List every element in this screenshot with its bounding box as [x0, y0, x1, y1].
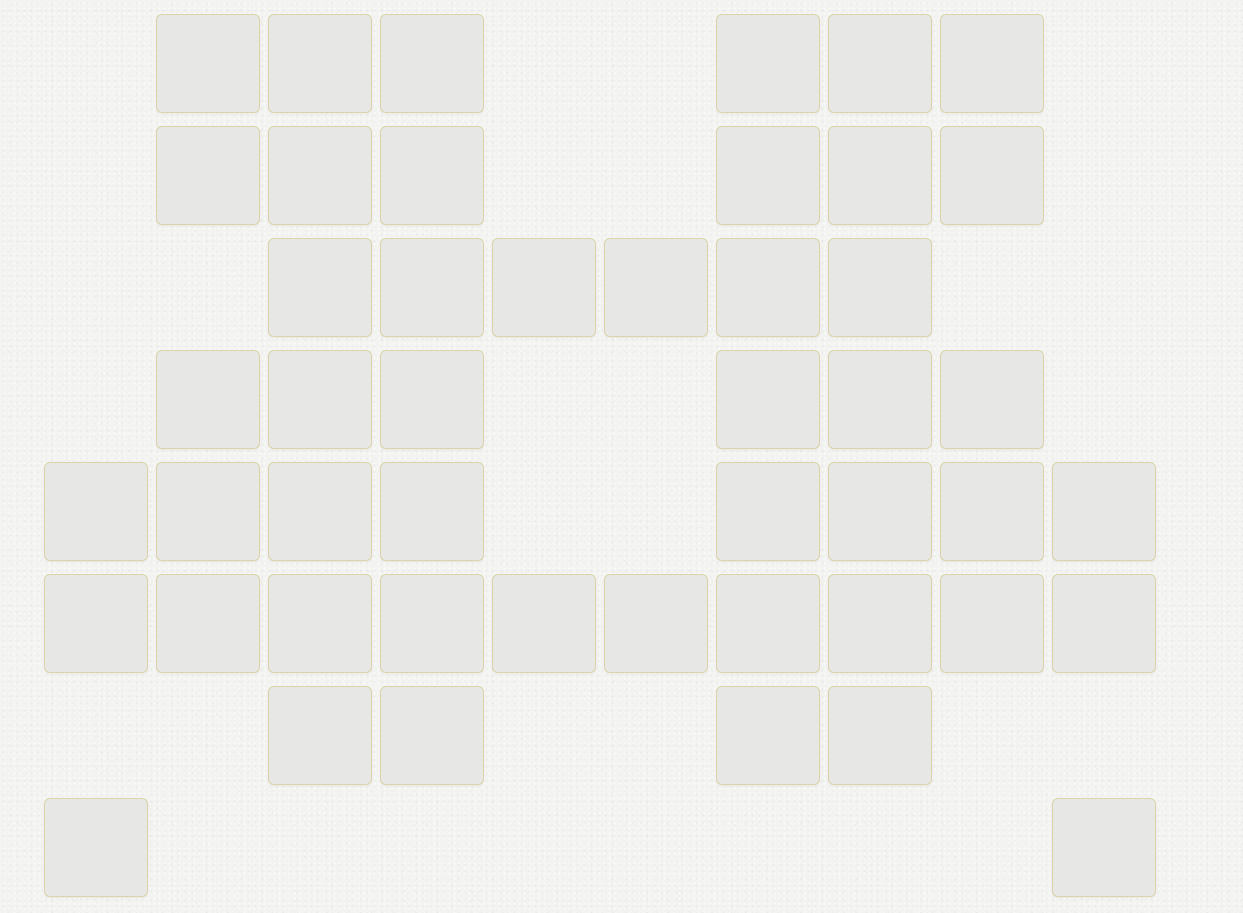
tile-r2-c9[interactable] [940, 126, 1044, 225]
tile-r5-c3[interactable] [268, 462, 372, 561]
tile-r6-c7[interactable] [716, 574, 820, 673]
tile-r7-c7[interactable] [716, 686, 820, 785]
tile-r5-c8[interactable] [828, 462, 932, 561]
tile-r3-c4[interactable] [380, 238, 484, 337]
tile-r6-c3[interactable] [268, 574, 372, 673]
tile-r2-c2[interactable] [156, 126, 260, 225]
tile-r2-c4[interactable] [380, 126, 484, 225]
tile-r1-c9[interactable] [940, 14, 1044, 113]
tile-r3-c8[interactable] [828, 238, 932, 337]
tile-r6-c8[interactable] [828, 574, 932, 673]
tile-r7-c3[interactable] [268, 686, 372, 785]
tile-r5-c4[interactable] [380, 462, 484, 561]
tile-r4-c9[interactable] [940, 350, 1044, 449]
tile-r6-c4[interactable] [380, 574, 484, 673]
tile-r4-c2[interactable] [156, 350, 260, 449]
tile-r7-c8[interactable] [828, 686, 932, 785]
tile-r4-c4[interactable] [380, 350, 484, 449]
tile-r6-c5[interactable] [492, 574, 596, 673]
tile-r4-c8[interactable] [828, 350, 932, 449]
tile-r2-c7[interactable] [716, 126, 820, 225]
tile-r2-c8[interactable] [828, 126, 932, 225]
tile-r8-c10[interactable] [1052, 798, 1156, 897]
tile-r5-c1[interactable] [44, 462, 148, 561]
tile-r3-c5[interactable] [492, 238, 596, 337]
tile-r8-c1[interactable] [44, 798, 148, 897]
tile-r6-c1[interactable] [44, 574, 148, 673]
tile-r1-c2[interactable] [156, 14, 260, 113]
tile-r6-c2[interactable] [156, 574, 260, 673]
tile-r2-c3[interactable] [268, 126, 372, 225]
tile-r1-c3[interactable] [268, 14, 372, 113]
tile-r1-c4[interactable] [380, 14, 484, 113]
tile-r3-c3[interactable] [268, 238, 372, 337]
tile-r6-c10[interactable] [1052, 574, 1156, 673]
tile-r6-c6[interactable] [604, 574, 708, 673]
tile-r6-c9[interactable] [940, 574, 1044, 673]
tile-r5-c10[interactable] [1052, 462, 1156, 561]
tile-r5-c9[interactable] [940, 462, 1044, 561]
tile-r4-c7[interactable] [716, 350, 820, 449]
tile-r5-c2[interactable] [156, 462, 260, 561]
tile-r4-c3[interactable] [268, 350, 372, 449]
tile-r7-c4[interactable] [380, 686, 484, 785]
tile-r5-c7[interactable] [716, 462, 820, 561]
tile-r1-c8[interactable] [828, 14, 932, 113]
tile-r1-c7[interactable] [716, 14, 820, 113]
tile-r3-c6[interactable] [604, 238, 708, 337]
tile-r3-c7[interactable] [716, 238, 820, 337]
